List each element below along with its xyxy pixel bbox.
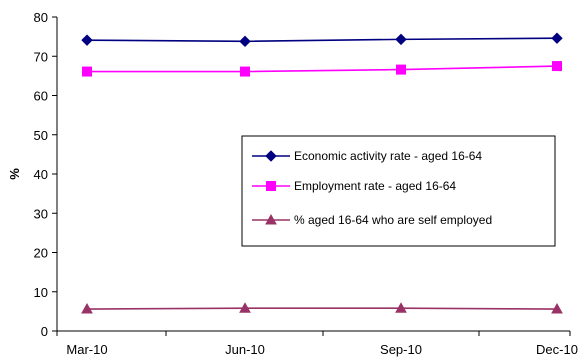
data-point <box>551 302 563 314</box>
data-point <box>552 61 562 72</box>
data-point <box>81 302 93 314</box>
y-tick-label: 60 <box>34 89 48 104</box>
series-line <box>86 37 558 43</box>
data-point <box>239 35 251 48</box>
y-tick-label: 30 <box>34 206 48 221</box>
y-tick-label: 20 <box>34 246 48 261</box>
data-point <box>239 302 251 313</box>
legend-marker <box>265 150 277 162</box>
series-line <box>87 65 558 73</box>
data-point <box>395 33 407 46</box>
series-2 <box>82 61 562 77</box>
series-1 <box>81 32 563 48</box>
y-tick-label: 70 <box>34 49 48 64</box>
data-point <box>240 66 250 77</box>
legend-entry: % aged 16-64 who are self employed <box>252 213 492 227</box>
y-tick-label: 10 <box>34 285 48 300</box>
legend-entry: Employment rate - aged 16-64 <box>252 179 456 193</box>
y-tick-label: 40 <box>34 167 48 182</box>
legend-marker <box>266 181 276 191</box>
series-layer <box>81 32 563 314</box>
legend-label: Employment rate - aged 16-64 <box>294 179 456 193</box>
data-point <box>81 34 93 46</box>
legend-label: % aged 16-64 who are self employed <box>294 213 492 227</box>
axes: 0 10 20 30 40 50 60 70 80 Mar-10 Jun-10 Sep-10 Dec-1… <box>34 10 578 357</box>
legend-entry: Economic activity rate - aged 16-64 <box>252 149 482 163</box>
legend: Economic activity rate - aged 16-64 Emplo… <box>241 135 556 247</box>
y-axis-label: % <box>7 168 22 180</box>
legend-marker <box>265 213 277 225</box>
data-point <box>396 64 406 75</box>
x-tick-label: Dec-10 <box>536 342 578 357</box>
x-tick-label: Sep-10 <box>380 342 422 357</box>
data-point <box>551 32 563 44</box>
data-point <box>82 66 92 77</box>
y-tick-label: 50 <box>34 128 48 143</box>
series-line <box>86 307 558 310</box>
legend-box <box>241 135 556 247</box>
x-tick-label: Jun-10 <box>225 342 265 357</box>
legend-label: Economic activity rate - aged 16-64 <box>294 149 482 163</box>
series-3 <box>81 302 563 314</box>
y-tick-label: 0 <box>41 324 48 339</box>
data-point <box>395 302 407 313</box>
x-tick-label: Mar-10 <box>66 342 107 357</box>
y-tick-label: 80 <box>34 10 48 25</box>
